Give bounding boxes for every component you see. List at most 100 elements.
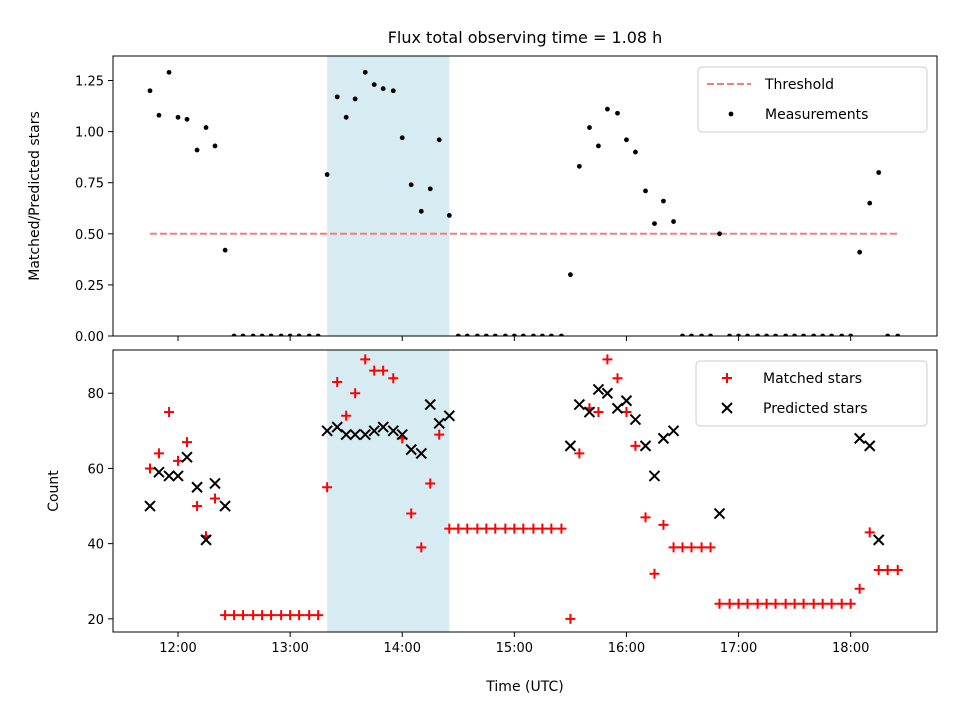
data-point bbox=[745, 333, 750, 336]
data-point bbox=[416, 542, 427, 553]
data-point bbox=[238, 610, 249, 621]
legend-label: Matched stars bbox=[763, 371, 862, 387]
data-point bbox=[511, 333, 517, 336]
data-point bbox=[181, 451, 193, 463]
data-point bbox=[518, 523, 529, 534]
data-point bbox=[153, 448, 164, 459]
data-point bbox=[173, 455, 184, 466]
data-point bbox=[873, 564, 884, 575]
data-point bbox=[853, 432, 866, 445]
y-tick-label: 0.00 bbox=[75, 330, 104, 345]
data-point bbox=[425, 478, 436, 489]
data-point bbox=[568, 272, 573, 278]
series-predicted-stars bbox=[144, 383, 885, 546]
data-point bbox=[359, 428, 371, 441]
x-tick-label: 12:00 bbox=[159, 641, 196, 656]
legend-swatch bbox=[728, 111, 734, 117]
data-point bbox=[164, 407, 175, 418]
data-point bbox=[408, 182, 414, 188]
data-point bbox=[639, 440, 652, 452]
data-point bbox=[321, 425, 333, 437]
data-point bbox=[605, 106, 610, 112]
data-point bbox=[576, 163, 582, 169]
data-point bbox=[539, 333, 545, 336]
data-point bbox=[509, 523, 520, 534]
data-point bbox=[587, 125, 592, 130]
data-point bbox=[648, 470, 661, 482]
data-point bbox=[474, 333, 480, 336]
data-point bbox=[502, 333, 508, 336]
legend-swatch bbox=[722, 373, 732, 383]
data-point bbox=[352, 96, 358, 102]
data-point bbox=[652, 221, 657, 226]
data-point bbox=[287, 333, 293, 336]
data-point bbox=[200, 534, 212, 546]
data-point bbox=[680, 333, 685, 336]
data-point bbox=[219, 500, 231, 512]
legend-label: Threshold bbox=[764, 77, 834, 93]
data-point bbox=[593, 407, 604, 418]
data-point bbox=[714, 598, 725, 609]
data-point bbox=[369, 365, 380, 376]
data-point bbox=[689, 333, 694, 336]
data-point bbox=[156, 112, 162, 118]
data-point bbox=[820, 333, 826, 336]
data-point bbox=[331, 421, 343, 433]
data-point bbox=[175, 114, 181, 120]
data-point bbox=[783, 333, 789, 336]
data-point bbox=[322, 482, 333, 493]
data-point bbox=[163, 470, 175, 482]
data-point bbox=[717, 231, 722, 237]
data-point bbox=[696, 542, 707, 553]
y-tick-label: 1.00 bbox=[75, 126, 104, 141]
data-point bbox=[854, 583, 865, 594]
data-point bbox=[864, 527, 875, 538]
data-point bbox=[390, 88, 396, 94]
plot-area bbox=[144, 354, 903, 624]
data-point bbox=[573, 398, 586, 411]
legend-label: Predicted stars bbox=[763, 401, 868, 417]
data-point bbox=[340, 428, 352, 441]
data-point bbox=[250, 333, 256, 336]
data-point bbox=[147, 88, 153, 94]
data-point bbox=[764, 333, 769, 336]
data-point bbox=[780, 598, 791, 609]
data-point bbox=[583, 406, 596, 418]
y-tick-label: 80 bbox=[87, 387, 104, 402]
data-point bbox=[633, 149, 638, 155]
data-point bbox=[761, 598, 772, 609]
data-point bbox=[770, 598, 781, 609]
legend-box bbox=[697, 66, 928, 133]
axes-frame bbox=[112, 55, 938, 337]
data-point bbox=[313, 610, 324, 621]
data-point bbox=[210, 493, 221, 504]
data-point bbox=[596, 143, 601, 149]
data-point bbox=[885, 333, 891, 336]
data-point bbox=[546, 523, 557, 534]
legend-box bbox=[695, 360, 928, 427]
data-point bbox=[537, 523, 548, 534]
data-point bbox=[836, 598, 847, 609]
data-point bbox=[424, 398, 436, 411]
data-point bbox=[406, 508, 417, 519]
legend: Matched stars Predicted stars bbox=[695, 360, 928, 427]
data-point bbox=[801, 333, 806, 336]
axes-frame bbox=[112, 349, 938, 633]
data-point bbox=[548, 333, 554, 336]
data-point bbox=[574, 448, 585, 459]
data-point bbox=[817, 598, 828, 609]
data-point bbox=[324, 172, 330, 177]
data-point bbox=[191, 481, 203, 493]
data-point bbox=[405, 443, 417, 456]
data-point bbox=[172, 470, 184, 482]
data-point bbox=[341, 410, 352, 421]
data-point bbox=[556, 523, 567, 534]
x-tick-label: 18:00 bbox=[832, 641, 869, 656]
data-point bbox=[396, 428, 408, 441]
data-point bbox=[304, 610, 315, 621]
data-point bbox=[380, 86, 386, 92]
data-point bbox=[773, 333, 778, 336]
data-point bbox=[453, 523, 464, 534]
data-point bbox=[857, 249, 863, 255]
